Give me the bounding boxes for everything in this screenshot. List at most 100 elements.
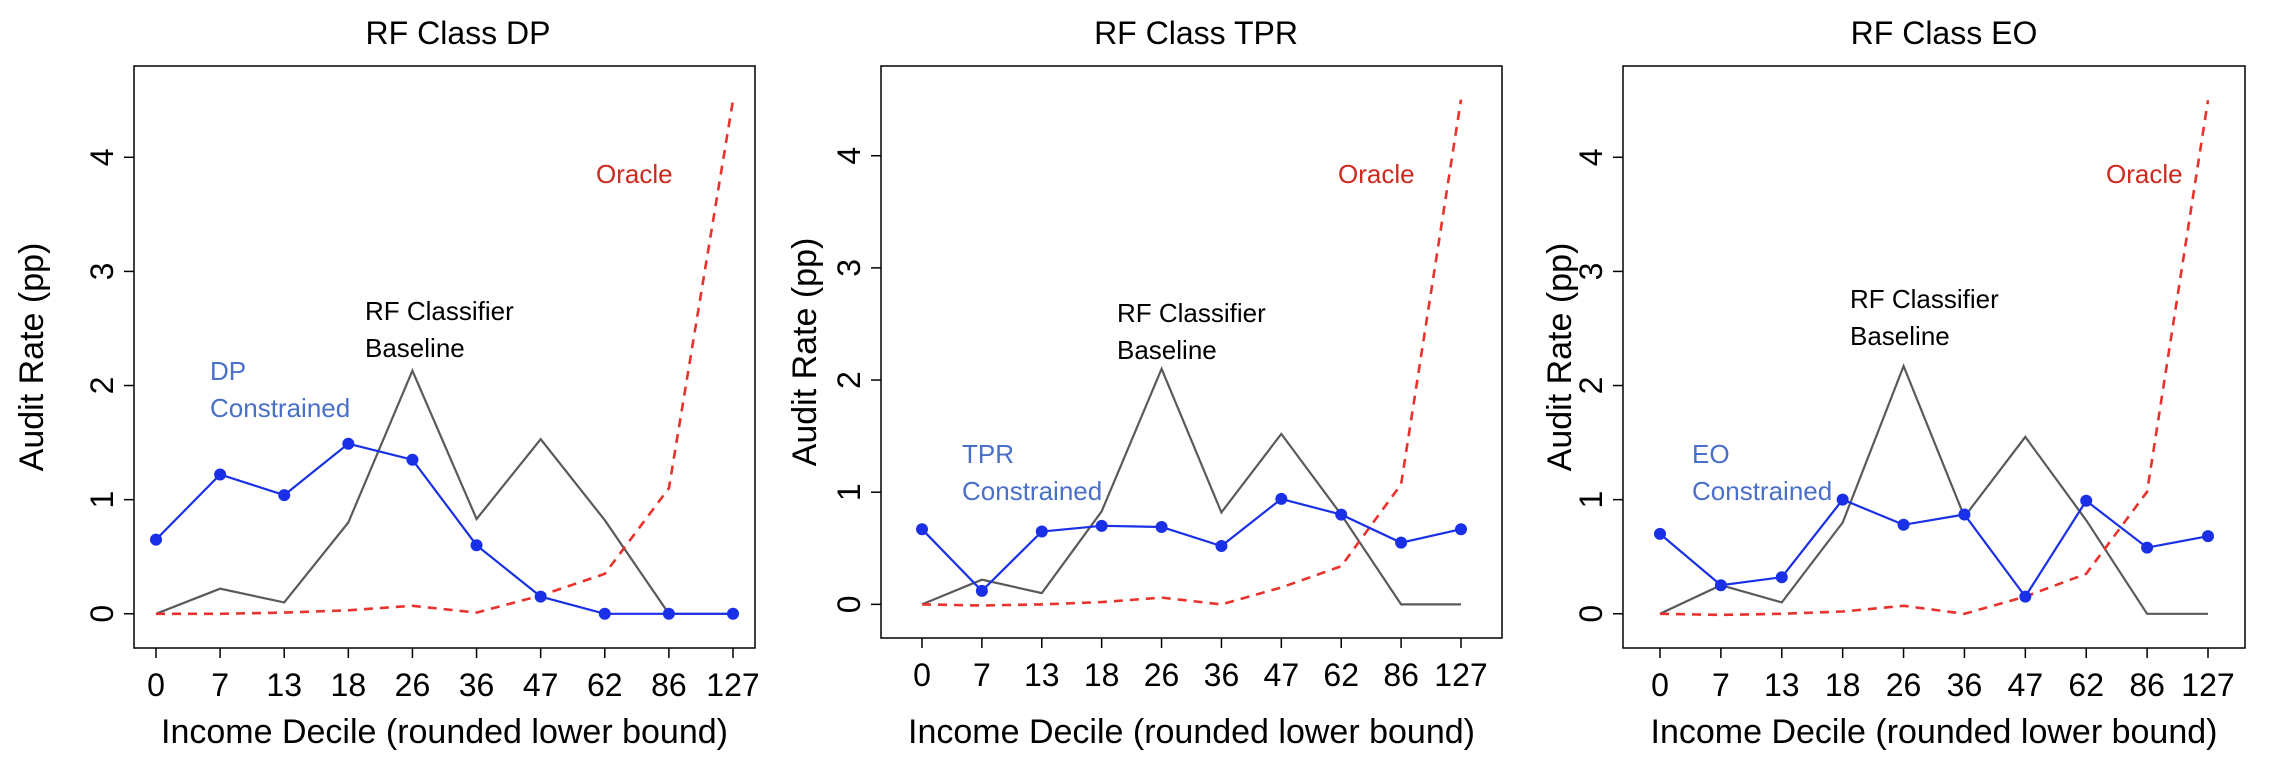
x-tick-label: 36 <box>459 667 495 703</box>
series-line-constrained <box>155 442 733 615</box>
x-tick-label: 36 <box>1947 667 1983 703</box>
x-tick-label: 86 <box>2129 667 2165 703</box>
data-point-constrained <box>342 437 355 450</box>
x-tick-label: 127 <box>706 667 759 703</box>
data-point-constrained <box>470 539 483 552</box>
annotation-oracle: Oracle <box>1338 159 1415 189</box>
x-tick-label: 62 <box>2068 667 2104 703</box>
data-point-constrained <box>1654 527 1666 540</box>
y-tick-label: 3 <box>831 259 867 277</box>
y-tick-label: 3 <box>1573 263 1609 281</box>
x-tick-label: 0 <box>147 667 165 703</box>
annotation-oracle: Oracle <box>2106 159 2183 189</box>
plot-frame <box>880 65 1503 639</box>
y-tick-label: 0 <box>84 605 120 623</box>
annotation-baseline: RF Classifier <box>365 296 514 326</box>
annotation-constrained: DP <box>210 356 246 386</box>
x-tick-label: 0 <box>1651 667 1669 703</box>
series-line-baseline <box>921 365 1461 606</box>
plot-frame <box>1622 65 2246 649</box>
data-point-constrained <box>1714 579 1727 592</box>
y-tick-label: 2 <box>831 371 867 389</box>
chart-panel-3: RF Class EO 0 1 2 3 4 0 7 13 18 26 36 47 62 86 127 Incom… <box>1541 15 2246 751</box>
x-tick-label: 18 <box>331 667 367 703</box>
chart-panel-1: RF Class DP 0 1 2 3 4 0 7 13 18 26 36 47 62 86 127 Incom… <box>13 15 760 751</box>
x-tick-label: 62 <box>1323 657 1359 693</box>
data-point-constrained <box>406 453 419 466</box>
data-point-constrained <box>975 584 988 597</box>
series-line-constrained <box>1659 498 2209 599</box>
x-tick-label: 7 <box>973 657 991 693</box>
x-tick-label: 7 <box>1712 667 1730 703</box>
data-point-constrained <box>1035 525 1048 538</box>
series-line-oracle <box>156 99 735 616</box>
data-point-constrained <box>1275 492 1288 505</box>
x-tick-label: 127 <box>2181 667 2234 703</box>
data-point-constrained <box>214 468 227 481</box>
data-point-constrained <box>2202 530 2214 543</box>
data-point-constrained <box>1335 508 1348 521</box>
chart-title: RF Class EO <box>1851 15 2038 51</box>
y-tick-label: 4 <box>1573 148 1609 166</box>
y-tick-label: 1 <box>831 483 867 501</box>
y-tick-label: 2 <box>84 377 120 395</box>
chart-title: RF Class DP <box>366 15 551 51</box>
x-tick-label: 18 <box>1825 667 1861 703</box>
annotation-baseline: RF Classifier <box>1117 298 1266 328</box>
annotation-constrained: Constrained <box>1692 476 1832 506</box>
x-tick-label: 13 <box>266 667 302 703</box>
y-tick-label: 3 <box>84 263 120 281</box>
series-line-baseline <box>1659 363 2208 615</box>
x-tick-label: 18 <box>1084 657 1120 693</box>
x-axis-title: Income Decile (rounded lower bound) <box>908 713 1475 751</box>
annotation-baseline: Baseline <box>1850 321 1950 351</box>
data-point-constrained <box>1958 508 1971 521</box>
data-point-constrained <box>598 607 611 620</box>
annotation-constrained: Constrained <box>962 476 1102 506</box>
chart-title: RF Class TPR <box>1094 15 1298 51</box>
y-tick-label: 2 <box>1573 377 1609 395</box>
annotation-constrained: TPR <box>962 439 1014 469</box>
data-point-constrained <box>1836 493 1849 506</box>
series-line-oracle <box>1659 100 2210 617</box>
x-tick-label: 86 <box>651 667 687 703</box>
y-tick-label: 1 <box>84 491 120 509</box>
series-line-baseline <box>155 367 733 615</box>
x-tick-label: 86 <box>1383 657 1419 693</box>
data-point-constrained <box>662 607 675 620</box>
x-tick-label: 62 <box>587 667 623 703</box>
annotation-baseline: Baseline <box>1117 335 1217 365</box>
y-axis-title: Audit Rate (pp) <box>1541 243 1579 472</box>
data-point-constrained <box>916 523 928 536</box>
data-point-constrained <box>1455 523 1467 536</box>
data-point-constrained <box>278 489 291 502</box>
annotation-baseline: Baseline <box>365 333 465 363</box>
data-point-constrained <box>1095 519 1108 532</box>
y-tick-label: 4 <box>831 147 867 165</box>
y-tick-label: 4 <box>84 148 120 166</box>
annotation-baseline: RF Classifier <box>1850 284 1999 314</box>
x-axis-title: Income Decile (rounded lower bound) <box>161 713 728 751</box>
annotation-constrained: EO <box>1692 439 1730 469</box>
y-tick-label: 0 <box>1573 605 1609 623</box>
y-axis-title: Audit Rate (pp) <box>13 243 51 472</box>
annotation-constrained: Constrained <box>210 393 350 423</box>
y-tick-label: 1 <box>1573 491 1609 509</box>
plot-frame <box>133 65 756 649</box>
annotation-oracle: Oracle <box>596 159 673 189</box>
data-point-constrained <box>2019 590 2032 603</box>
x-tick-label: 0 <box>913 657 931 693</box>
x-tick-label: 26 <box>1144 657 1180 693</box>
data-point-constrained <box>1395 536 1408 549</box>
y-axis-title: Audit Rate (pp) <box>786 238 824 467</box>
x-tick-label: 7 <box>211 667 229 703</box>
data-point-constrained <box>727 607 739 620</box>
data-point-constrained <box>1897 518 1910 531</box>
x-tick-label: 26 <box>395 667 431 703</box>
x-tick-label: 13 <box>1024 657 1060 693</box>
x-tick-label: 47 <box>523 667 559 703</box>
x-tick-label: 26 <box>1886 667 1922 703</box>
x-tick-label: 36 <box>1204 657 1240 693</box>
chart-panel-2: RF Class TPR 0 1 2 3 4 0 7 13 18 26 36 47 62 86 127 Inco… <box>786 15 1503 751</box>
data-point-constrained <box>2141 541 2154 554</box>
